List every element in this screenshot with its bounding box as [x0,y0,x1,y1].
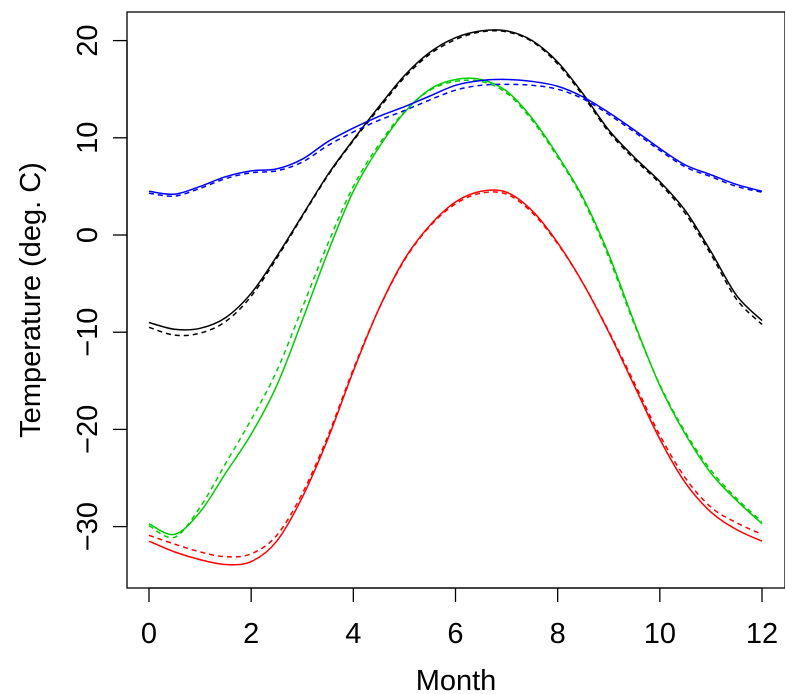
series-line [148,191,763,558]
series-line [148,30,763,337]
x-tick-label: 8 [550,618,566,650]
y-axis-label: Temperature (deg. C) [15,162,47,438]
series-line [148,79,763,539]
y-tick-label: 20 [72,24,104,56]
y-tick-label: 10 [72,122,104,154]
series-line [148,29,763,331]
y-tick-label: −10 [72,308,104,357]
y-tick-label: −30 [72,502,104,551]
x-tick-label: 10 [644,618,676,650]
series-line [148,189,763,566]
series-line [148,83,763,197]
y-tick-label: 0 [72,227,104,243]
x-tick-label: 12 [746,618,778,650]
x-tick-label: 0 [141,618,157,650]
series-layer [148,29,763,566]
x-tick-label: 4 [345,618,361,650]
x-axis: 0 2 4 6 8 10 12 [141,587,778,650]
x-tick-label: 2 [243,618,259,650]
y-axis: −30 −20 −10 0 10 20 [72,24,128,551]
y-tick-label: −20 [72,405,104,454]
series-line [148,77,763,536]
x-axis-label: Month [416,665,497,694]
series-line [148,78,763,196]
plot-box [126,11,785,589]
x-tick-label: 6 [447,618,463,650]
